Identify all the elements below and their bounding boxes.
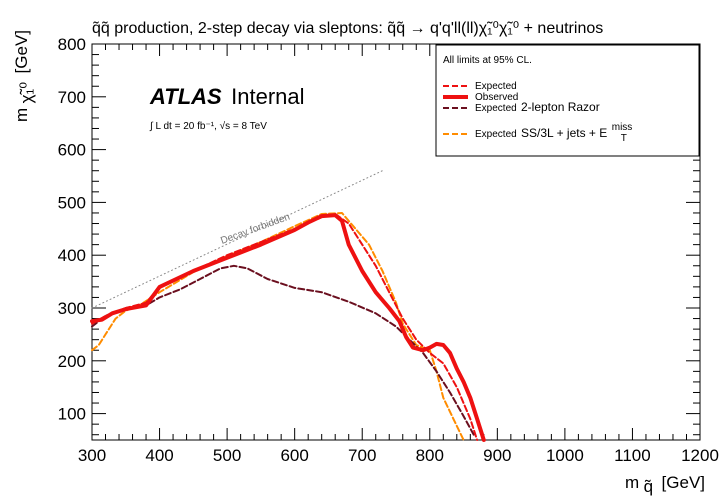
y-tick-label: 200 bbox=[58, 352, 86, 371]
legend-label-ss3l-sup: miss bbox=[612, 122, 633, 133]
legend-label-ss3l: SS/3L + jets + E miss T bbox=[521, 117, 637, 144]
y-tick-label: 300 bbox=[58, 299, 86, 318]
series-line-2-lepton-razor bbox=[91, 264, 475, 436]
legend-label-ss3l-sub: T bbox=[621, 133, 627, 144]
y-tick-label: 800 bbox=[58, 35, 86, 54]
x-tick-label: 1000 bbox=[546, 446, 584, 465]
x-tick-labels: 300 400 500 600 700 800 900 1000 1100 1200 bbox=[78, 446, 719, 465]
lumi-label: ∫ L dt = 20 fb⁻¹, √s = 8 TeV bbox=[149, 120, 267, 132]
x-tick-label: 1200 bbox=[681, 446, 719, 465]
series-layer bbox=[90, 170, 486, 442]
y-axis-label: m χ̃₁⁰ [GeV] bbox=[12, 30, 36, 122]
atlas-label-bold: ATLAS bbox=[149, 84, 222, 109]
atlas-label-plain: Internal bbox=[231, 84, 304, 109]
x-tick-label: 500 bbox=[213, 446, 241, 465]
y-tick-label: 700 bbox=[58, 88, 86, 107]
x-tick-label: 900 bbox=[483, 446, 511, 465]
x-axis-label-sub: q̃ bbox=[644, 477, 653, 496]
y-axis-label-main: m bbox=[12, 108, 31, 122]
atlas-label: ATLAS Internal bbox=[149, 84, 305, 109]
x-tick-label: 800 bbox=[416, 446, 444, 465]
series-line-decay-forbidden bbox=[91, 170, 383, 309]
y-tick-label: 600 bbox=[58, 141, 86, 160]
y-tick-label: 100 bbox=[58, 405, 86, 424]
y-tick-label: 500 bbox=[58, 193, 86, 212]
legend-label-expected: Expected bbox=[475, 81, 517, 92]
decay-forbidden-label: Decay forbidden bbox=[219, 212, 291, 247]
legend-label-observed: Observed bbox=[475, 92, 518, 103]
x-axis-label-main: m bbox=[625, 473, 639, 492]
y-axis-label-unit: [GeV] bbox=[12, 30, 31, 73]
y-tick-labels: 100 200 300 400 500 600 700 800 bbox=[58, 35, 86, 424]
legend-label-razor-prefix: Expected bbox=[475, 103, 517, 114]
x-tick-label: 1100 bbox=[614, 446, 651, 465]
x-axis-label: m q̃ [GeV] bbox=[625, 473, 705, 496]
chart-title: q̃q̃ production, 2-step decay via slepto… bbox=[92, 20, 603, 37]
series-line-expected bbox=[91, 213, 479, 441]
legend-header: All limits at 95% CL. bbox=[443, 55, 532, 66]
y-axis-label-sub: χ̃₁⁰ bbox=[17, 82, 36, 104]
x-tick-label: 300 bbox=[78, 446, 106, 465]
plot-frame bbox=[91, 43, 701, 441]
x-tick-label: 700 bbox=[348, 446, 376, 465]
legend-box bbox=[435, 44, 700, 157]
x-tick-label: 600 bbox=[280, 446, 308, 465]
y-tick-label: 400 bbox=[58, 246, 86, 265]
x-axis-label-unit: [GeV] bbox=[662, 473, 705, 492]
legend-label-ss3l-main: SS/3L + jets + E bbox=[521, 126, 607, 140]
x-tick-label: 400 bbox=[145, 446, 173, 465]
series-line-observed bbox=[90, 213, 486, 442]
legend-label-razor: 2-lepton Razor bbox=[521, 100, 600, 114]
legend-label-ss3l-prefix: Expected bbox=[475, 129, 517, 140]
